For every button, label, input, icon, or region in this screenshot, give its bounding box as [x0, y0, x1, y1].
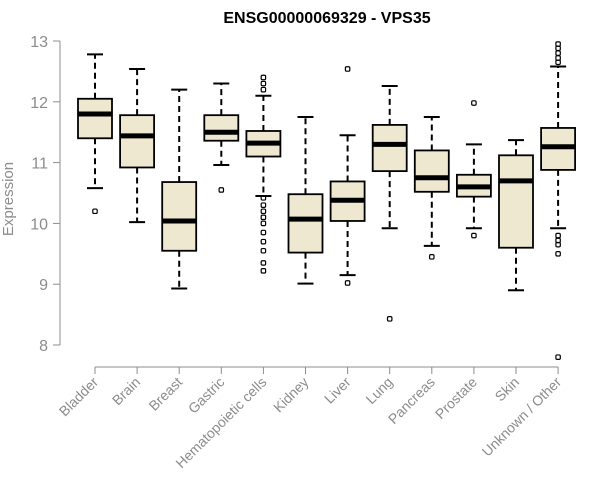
outlier-point	[260, 195, 267, 201]
y-axis-label: Expression	[0, 162, 17, 236]
outlier-point	[471, 100, 477, 106]
box-group	[161, 88, 198, 290]
plot-area	[77, 41, 576, 360]
outlier-point	[344, 280, 351, 286]
box-group	[540, 41, 576, 360]
box-group	[287, 116, 324, 285]
outlier-point	[260, 208, 267, 215]
box-iqr	[77, 97, 113, 140]
y-tick-label: 8	[39, 338, 48, 355]
box-group	[119, 67, 155, 224]
box-iqr	[161, 181, 198, 252]
x-tick-label: Brain	[109, 374, 143, 408]
x-tick-label: Breast	[145, 374, 185, 414]
x-tick-label: Lung	[362, 374, 395, 407]
x-tick-label: Kidney	[270, 374, 312, 416]
box-group	[203, 82, 240, 193]
outlier-point	[555, 354, 561, 360]
box-group	[77, 53, 113, 215]
outlier-point	[429, 254, 435, 260]
y-axis: 8 9 10 11 12 13	[30, 34, 61, 355]
box-iqr	[498, 154, 534, 249]
box-group	[413, 116, 450, 260]
box-group	[498, 139, 534, 292]
outlier-point	[555, 59, 561, 66]
y-tick-label: 12	[30, 95, 48, 112]
x-tick-label: Liver	[321, 374, 354, 407]
outlier-point	[260, 220, 267, 227]
outlier-point	[471, 232, 477, 239]
x-tick-label: Bladder	[56, 374, 102, 420]
y-tick-label: 11	[31, 156, 48, 173]
outlier-point	[260, 74, 267, 81]
x-tick-label: Prostate	[432, 374, 480, 422]
box-iqr	[413, 149, 450, 193]
outlier-point	[92, 208, 98, 215]
outlier-point	[555, 232, 561, 239]
box-iqr	[203, 114, 240, 142]
box-group	[329, 66, 366, 286]
outlier-point	[344, 66, 351, 72]
box-group	[455, 100, 492, 239]
outlier-point	[260, 80, 267, 87]
box-group	[245, 74, 282, 274]
outlier-point	[555, 251, 561, 257]
outlier-point	[260, 238, 267, 245]
outlier-point	[260, 260, 267, 266]
box-iqr	[119, 114, 155, 169]
outlier-point	[555, 241, 561, 248]
outlier-point	[260, 86, 267, 93]
y-tick-label: 13	[30, 34, 48, 51]
outlier-point	[260, 247, 267, 254]
chart-title: ENSG00000069329 - VPS35	[223, 10, 430, 27]
x-tick-label: Skin	[492, 374, 523, 405]
outlier-point	[386, 316, 393, 322]
box-iqr	[371, 124, 408, 173]
box-group	[371, 84, 408, 322]
x-tick-label: Pancreas	[385, 374, 438, 427]
outlier-point	[218, 187, 225, 193]
x-tick-label: Unknown / Other	[479, 374, 565, 460]
y-tick-label: 9	[39, 277, 48, 294]
outlier-point	[555, 50, 561, 56]
outlier-point	[260, 202, 267, 208]
outlier-point	[260, 214, 267, 221]
outlier-point	[260, 268, 267, 274]
outlier-point	[260, 229, 267, 236]
y-tick-label: 10	[30, 216, 48, 233]
box-iqr	[287, 193, 324, 254]
